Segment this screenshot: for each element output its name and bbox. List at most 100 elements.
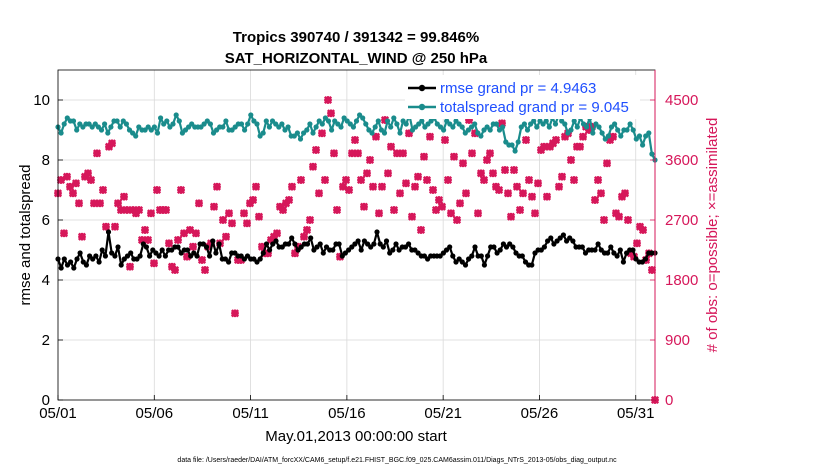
- totalspread-point: [279, 121, 285, 127]
- obs-point-marker: [503, 189, 513, 198]
- rmse-point: [115, 244, 121, 250]
- obs-point-marker: [431, 205, 441, 215]
- totalspread-point: [117, 124, 123, 130]
- obs-point: [401, 179, 411, 188]
- obs-point-marker: [419, 152, 429, 161]
- obs-point: [638, 225, 648, 235]
- totalspread-point: [493, 121, 499, 127]
- obs-point-marker: [593, 175, 603, 185]
- obs-point: [551, 135, 561, 145]
- obs-point: [389, 205, 399, 215]
- obs-point-marker: [416, 225, 426, 235]
- legend-marker-totalspread: [418, 103, 426, 111]
- obs-point: [527, 192, 537, 201]
- obs-point-marker: [212, 182, 222, 191]
- obs-point: [221, 232, 231, 241]
- rmse-point: [358, 247, 364, 253]
- rmse-point: [194, 253, 200, 259]
- obs-point-marker: [227, 219, 237, 228]
- obs-point: [374, 209, 384, 218]
- totalspread-point: [562, 121, 568, 127]
- rmse-point: [289, 235, 295, 241]
- totalspread-point: [385, 118, 391, 124]
- totalspread-point: [369, 130, 375, 136]
- totalspread-point: [472, 121, 478, 127]
- totalspread-point: [360, 115, 366, 121]
- obs-point-marker: [56, 175, 66, 185]
- obs-point: [434, 195, 444, 205]
- obs-point-marker: [173, 235, 183, 245]
- totalspread-point: [450, 124, 456, 130]
- obs-point: [62, 172, 72, 181]
- rmse-point: [560, 232, 567, 238]
- obs-point: [593, 175, 603, 185]
- obs-point-marker: [620, 189, 630, 198]
- totalspread-point: [512, 148, 518, 154]
- obs-point: [362, 169, 372, 178]
- obs-point-marker: [140, 225, 150, 235]
- obs-point-marker: [221, 232, 231, 241]
- y2-tick-label: 4500: [665, 92, 698, 109]
- obs-point-marker: [557, 172, 567, 181]
- obs-point-marker: [647, 265, 657, 275]
- obs-point: [599, 215, 609, 225]
- obs-point-marker: [497, 119, 507, 128]
- rmse-point: [162, 253, 168, 259]
- obs-point-marker: [263, 249, 273, 258]
- y-tick-label: 2: [42, 332, 50, 349]
- rmse-point: [71, 265, 77, 271]
- totalspread-point: [242, 127, 248, 133]
- totalspread-point: [114, 118, 120, 124]
- obs-point: [392, 149, 402, 158]
- obs-point-marker: [398, 149, 408, 158]
- totalspread-point: [509, 142, 515, 148]
- totalspread-point: [605, 133, 612, 139]
- obs-point-marker: [500, 165, 510, 175]
- obs-point: [503, 189, 513, 198]
- obs-point: [230, 309, 240, 318]
- obs-point: [386, 142, 396, 151]
- obs-point: [455, 199, 465, 208]
- obs-point-marker: [407, 212, 417, 221]
- totalspread-point: [397, 130, 403, 136]
- rmse-point: [447, 244, 453, 250]
- obs-point-marker: [107, 139, 117, 148]
- obs-point: [452, 215, 462, 225]
- obs-point-marker: [236, 255, 246, 265]
- obs-point-marker: [533, 179, 543, 188]
- totalspread-point: [133, 133, 139, 139]
- totalspread-point: [500, 124, 506, 130]
- obs-point-marker: [458, 159, 468, 168]
- rmse-point: [156, 253, 162, 259]
- obs-point: [254, 212, 264, 221]
- obs-point-marker: [413, 172, 423, 181]
- totalspread-point: [105, 130, 111, 136]
- rmse-point: [99, 247, 105, 253]
- obs-point: [602, 159, 612, 168]
- rmse-point: [207, 253, 213, 259]
- obs-point: [218, 215, 228, 225]
- obs-point-marker: [464, 115, 474, 125]
- obs-point-marker: [377, 182, 387, 191]
- obs-point-marker: [374, 209, 384, 218]
- y2-tick-label: 2700: [665, 212, 698, 229]
- obs-point-marker: [578, 132, 588, 141]
- totalspread-point: [381, 130, 388, 136]
- obs-point: [197, 255, 207, 265]
- obs-point: [476, 169, 486, 178]
- obs-point: [116, 205, 126, 215]
- totalspread-point: [297, 136, 304, 142]
- rmse-point: [203, 244, 210, 250]
- obs-point: [74, 199, 84, 208]
- obs-point: [368, 182, 378, 191]
- obs-point-marker: [542, 192, 552, 201]
- obs-point-marker: [512, 182, 522, 191]
- legend-label-totalspread: totalspread grand pr = 9.045: [440, 99, 629, 116]
- obs-point: [224, 209, 234, 218]
- obs-point: [311, 145, 321, 155]
- obs-point: [512, 182, 522, 191]
- rmse-point: [184, 247, 191, 253]
- obs-point: [200, 265, 210, 275]
- totalspread-point: [102, 121, 108, 127]
- rmse-point: [642, 256, 649, 262]
